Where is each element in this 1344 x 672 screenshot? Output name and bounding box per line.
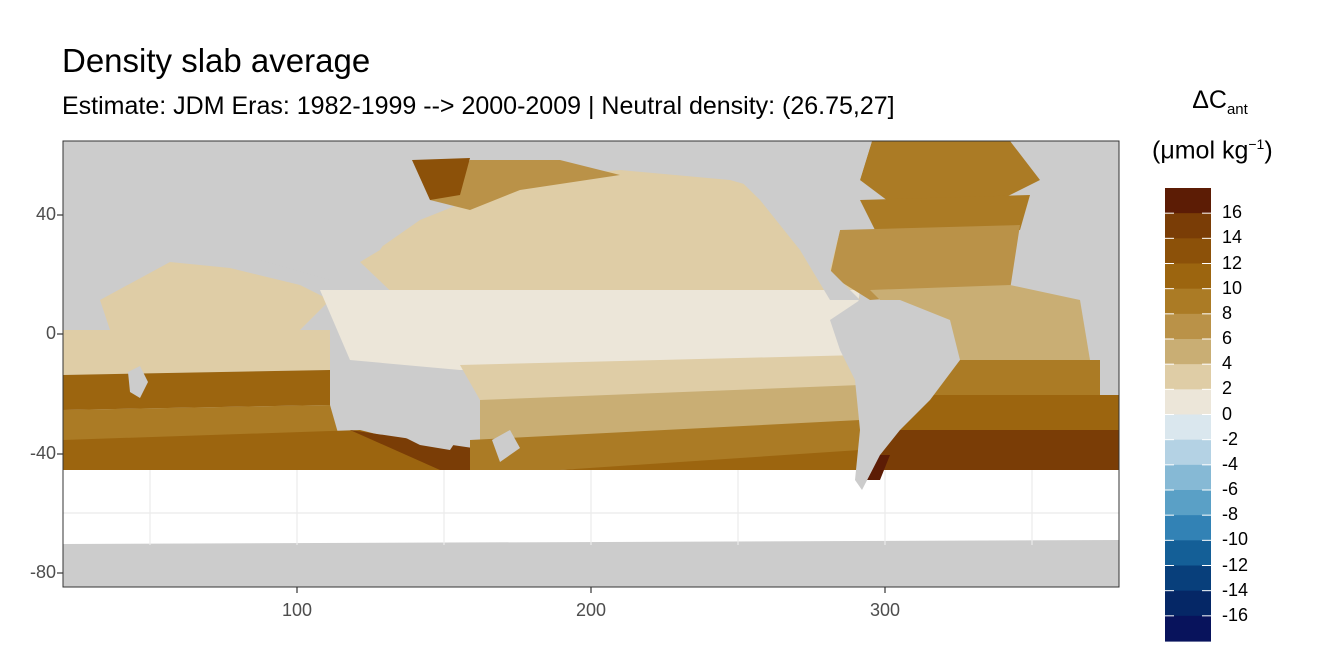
- graticule: [63, 470, 1119, 545]
- x-tick-label: 100: [281, 600, 313, 620]
- legend-label: 8: [1222, 302, 1233, 323]
- colorbar-swatch: [1165, 364, 1211, 390]
- south-america-landmass: [830, 300, 960, 490]
- legend-label: 10: [1222, 277, 1243, 298]
- legend-title: ΔCant: [1192, 86, 1248, 118]
- y-tick-label: -40: [29, 443, 56, 463]
- colorbar-swatch: [1165, 288, 1211, 315]
- indian-ocean-band-mid: [63, 330, 330, 375]
- legend-unit: (μmol kg−1): [1152, 136, 1273, 165]
- australia-landmass: [335, 372, 470, 450]
- legend-label: -12: [1222, 554, 1249, 575]
- pacific-ocean-equatorial: [320, 290, 860, 370]
- colorbar-swatch: [1165, 339, 1211, 365]
- colorbar-swatch: [1165, 313, 1211, 340]
- atlantic-south2: [900, 395, 1119, 430]
- colorbar-swatch: [1165, 238, 1211, 265]
- new-zealand: [492, 430, 520, 462]
- y-tick-label: 0: [45, 323, 56, 343]
- legend-label: -6: [1222, 479, 1239, 499]
- pacific-ocean-band-south4: [560, 450, 860, 470]
- colorbar-swatch: [1165, 389, 1211, 416]
- atlantic-tropical: [870, 285, 1090, 360]
- plot-subtitle: Estimate: JDM Eras: 1982-1999 --> 2000-2…: [62, 92, 895, 120]
- pacific-subpolar: [430, 160, 620, 210]
- colorbar-swatch: [1165, 490, 1211, 516]
- colorbar-swatch: [1165, 615, 1211, 642]
- legend-label: 6: [1222, 328, 1233, 348]
- north-america-landmass: [700, 141, 872, 300]
- colorbar-swatch: [1165, 515, 1211, 541]
- atlantic-north-subtropical: [830, 225, 1020, 300]
- legend-label: -14: [1222, 579, 1249, 600]
- colorbar-swatch: [1165, 464, 1211, 491]
- legend-label: 14: [1222, 227, 1243, 248]
- legend-label: -2: [1222, 428, 1239, 449]
- axis-ticks: [57, 214, 886, 593]
- colorbar-swatch: [1165, 439, 1211, 466]
- colorbar-swatch: [1165, 188, 1211, 214]
- atlantic-north-subpolar: [860, 141, 1040, 210]
- legend-label: 12: [1222, 252, 1243, 273]
- x-tick-label: 200: [575, 600, 607, 620]
- legend-label: 16: [1222, 202, 1243, 223]
- asia-landmass: [63, 141, 412, 300]
- y-tick-label: -80: [29, 562, 56, 582]
- okhotsk-sea: [412, 158, 470, 200]
- indian-ocean-band-south: [63, 370, 330, 410]
- legend-label: -10: [1222, 529, 1249, 550]
- indian-ocean-band-south2: [63, 430, 470, 470]
- legend-label: -16: [1222, 604, 1249, 625]
- colorbar-swatch: [1165, 565, 1211, 592]
- madagascar: [128, 366, 148, 398]
- colorbar-swatch: [1165, 540, 1211, 567]
- legend-label: -8: [1222, 504, 1239, 525]
- indian-ocean-band-north: [100, 262, 330, 330]
- atlantic-south3: [870, 430, 1119, 470]
- x-tick-label: 300: [869, 600, 901, 620]
- legend-label: -4: [1222, 453, 1239, 474]
- colorbar-swatch: [1165, 590, 1211, 617]
- atlantic-south1: [930, 360, 1100, 395]
- colorbar-swatch: [1165, 213, 1211, 239]
- colorbar-swatch: [1165, 263, 1211, 290]
- legend-label: 2: [1222, 378, 1233, 399]
- colorbar-swatch: [1165, 414, 1211, 441]
- y-tick-label: 40: [35, 204, 56, 224]
- plot-title: Density slab average: [62, 42, 371, 79]
- legend-label: 0: [1222, 403, 1233, 424]
- legend-label: 4: [1222, 353, 1233, 374]
- legend-colorbar: [1165, 188, 1211, 642]
- antarctica-landmass: [63, 540, 1119, 587]
